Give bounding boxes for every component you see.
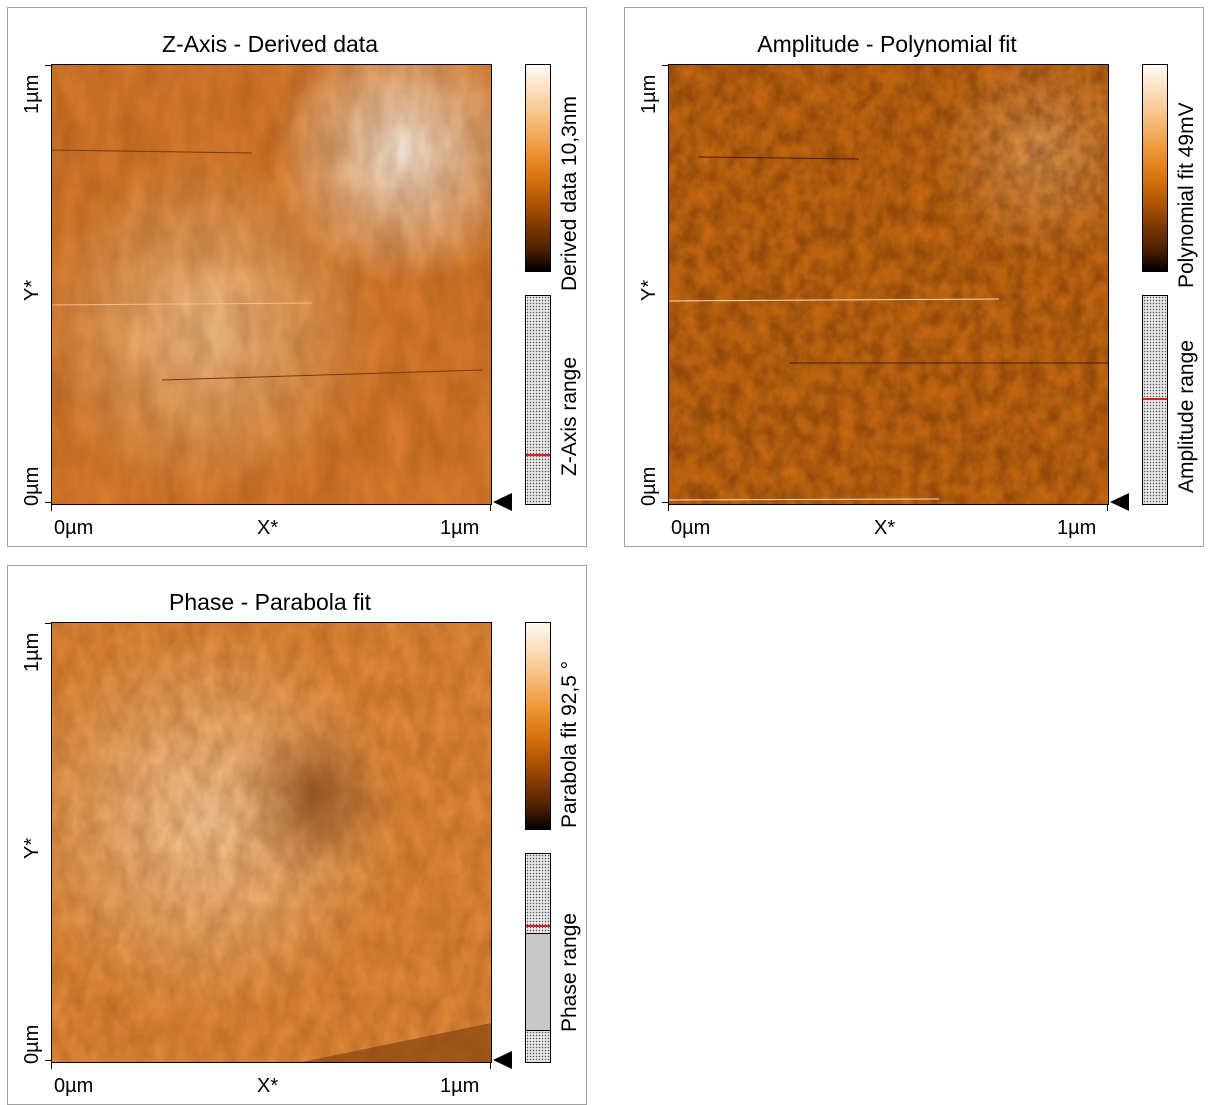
range-bar[interactable]	[525, 295, 551, 505]
panel-title: Phase - Parabola fit	[168, 589, 371, 615]
z-axis-panel: Z-Axis - Derived data 1µm Y* 0µm	[7, 7, 587, 547]
range-label: Z-Axis range	[558, 356, 581, 476]
y-axis-bottom-label: 0µm	[638, 466, 660, 506]
x-tick	[490, 1062, 491, 1069]
y-tick	[45, 502, 51, 503]
y-tick	[45, 1060, 51, 1061]
color-scale-bar	[1142, 64, 1168, 272]
y-axis-name-label: Y*	[638, 279, 660, 301]
range-selection[interactable]	[526, 933, 550, 1031]
color-scale-bar	[525, 64, 551, 272]
y-tick	[45, 65, 51, 66]
color-scale-label: Parabola fit 92,5 °	[558, 660, 581, 828]
color-scale-label: Derived data 10,3nm	[558, 96, 581, 291]
x-axis-name-label: X*	[257, 517, 279, 539]
amplitude-map	[669, 65, 1108, 504]
x-axis-name-label: X*	[257, 1075, 279, 1097]
scan-position-marker[interactable]	[1110, 493, 1129, 511]
color-scale-label: Polynomial fit 49mV	[1175, 102, 1198, 288]
y-axis-bottom-label: 0µm	[21, 1024, 43, 1064]
x-axis-left-label: 0µm	[54, 1075, 94, 1097]
y-axis-name-label: Y*	[21, 837, 43, 859]
range-label: Amplitude range	[1175, 340, 1198, 493]
y-axis-top-label: 1µm	[21, 632, 43, 672]
range-current-marker[interactable]	[526, 454, 550, 457]
range-current-marker[interactable]	[526, 924, 550, 927]
phase-panel: Phase - Parabola fit 1µm Y* 0µm	[7, 565, 587, 1105]
amplitude-image[interactable]	[668, 64, 1109, 505]
panel-title: Amplitude - Polynomial fit	[757, 31, 1017, 57]
x-tick	[51, 1062, 52, 1069]
x-axis-name-label: X*	[874, 517, 896, 539]
x-axis-left-label: 0µm	[54, 517, 94, 539]
z-axis-image[interactable]	[51, 64, 492, 505]
range-label: Phase range	[558, 912, 581, 1032]
y-axis-top-label: 1µm	[21, 74, 43, 114]
y-tick	[45, 623, 51, 624]
scan-position-marker[interactable]	[493, 1051, 512, 1069]
x-axis-right-label: 1µm	[1057, 517, 1097, 539]
x-tick	[668, 504, 669, 511]
color-scale-bar	[525, 622, 551, 830]
range-bar[interactable]	[1142, 295, 1168, 505]
x-tick	[490, 504, 491, 511]
x-axis-right-label: 1µm	[440, 1075, 480, 1097]
y-axis-bottom-label: 0µm	[21, 466, 43, 506]
x-tick	[51, 504, 52, 511]
panel-title: Z-Axis - Derived data	[161, 31, 378, 57]
phase-map	[52, 623, 491, 1062]
height-map	[52, 65, 491, 504]
scan-position-marker[interactable]	[493, 493, 512, 511]
phase-image[interactable]	[51, 622, 492, 1063]
range-current-marker[interactable]	[1143, 397, 1167, 400]
y-tick	[662, 65, 668, 66]
x-axis-left-label: 0µm	[671, 517, 711, 539]
range-bar[interactable]	[525, 853, 551, 1063]
x-axis-right-label: 1µm	[440, 517, 480, 539]
x-tick	[1107, 504, 1108, 511]
y-tick	[662, 502, 668, 503]
y-axis-name-label: Y*	[21, 279, 43, 301]
amplitude-panel: Amplitude - Polynomial fit 1µm Y* 0µm	[624, 7, 1204, 547]
y-axis-top-label: 1µm	[638, 74, 660, 114]
